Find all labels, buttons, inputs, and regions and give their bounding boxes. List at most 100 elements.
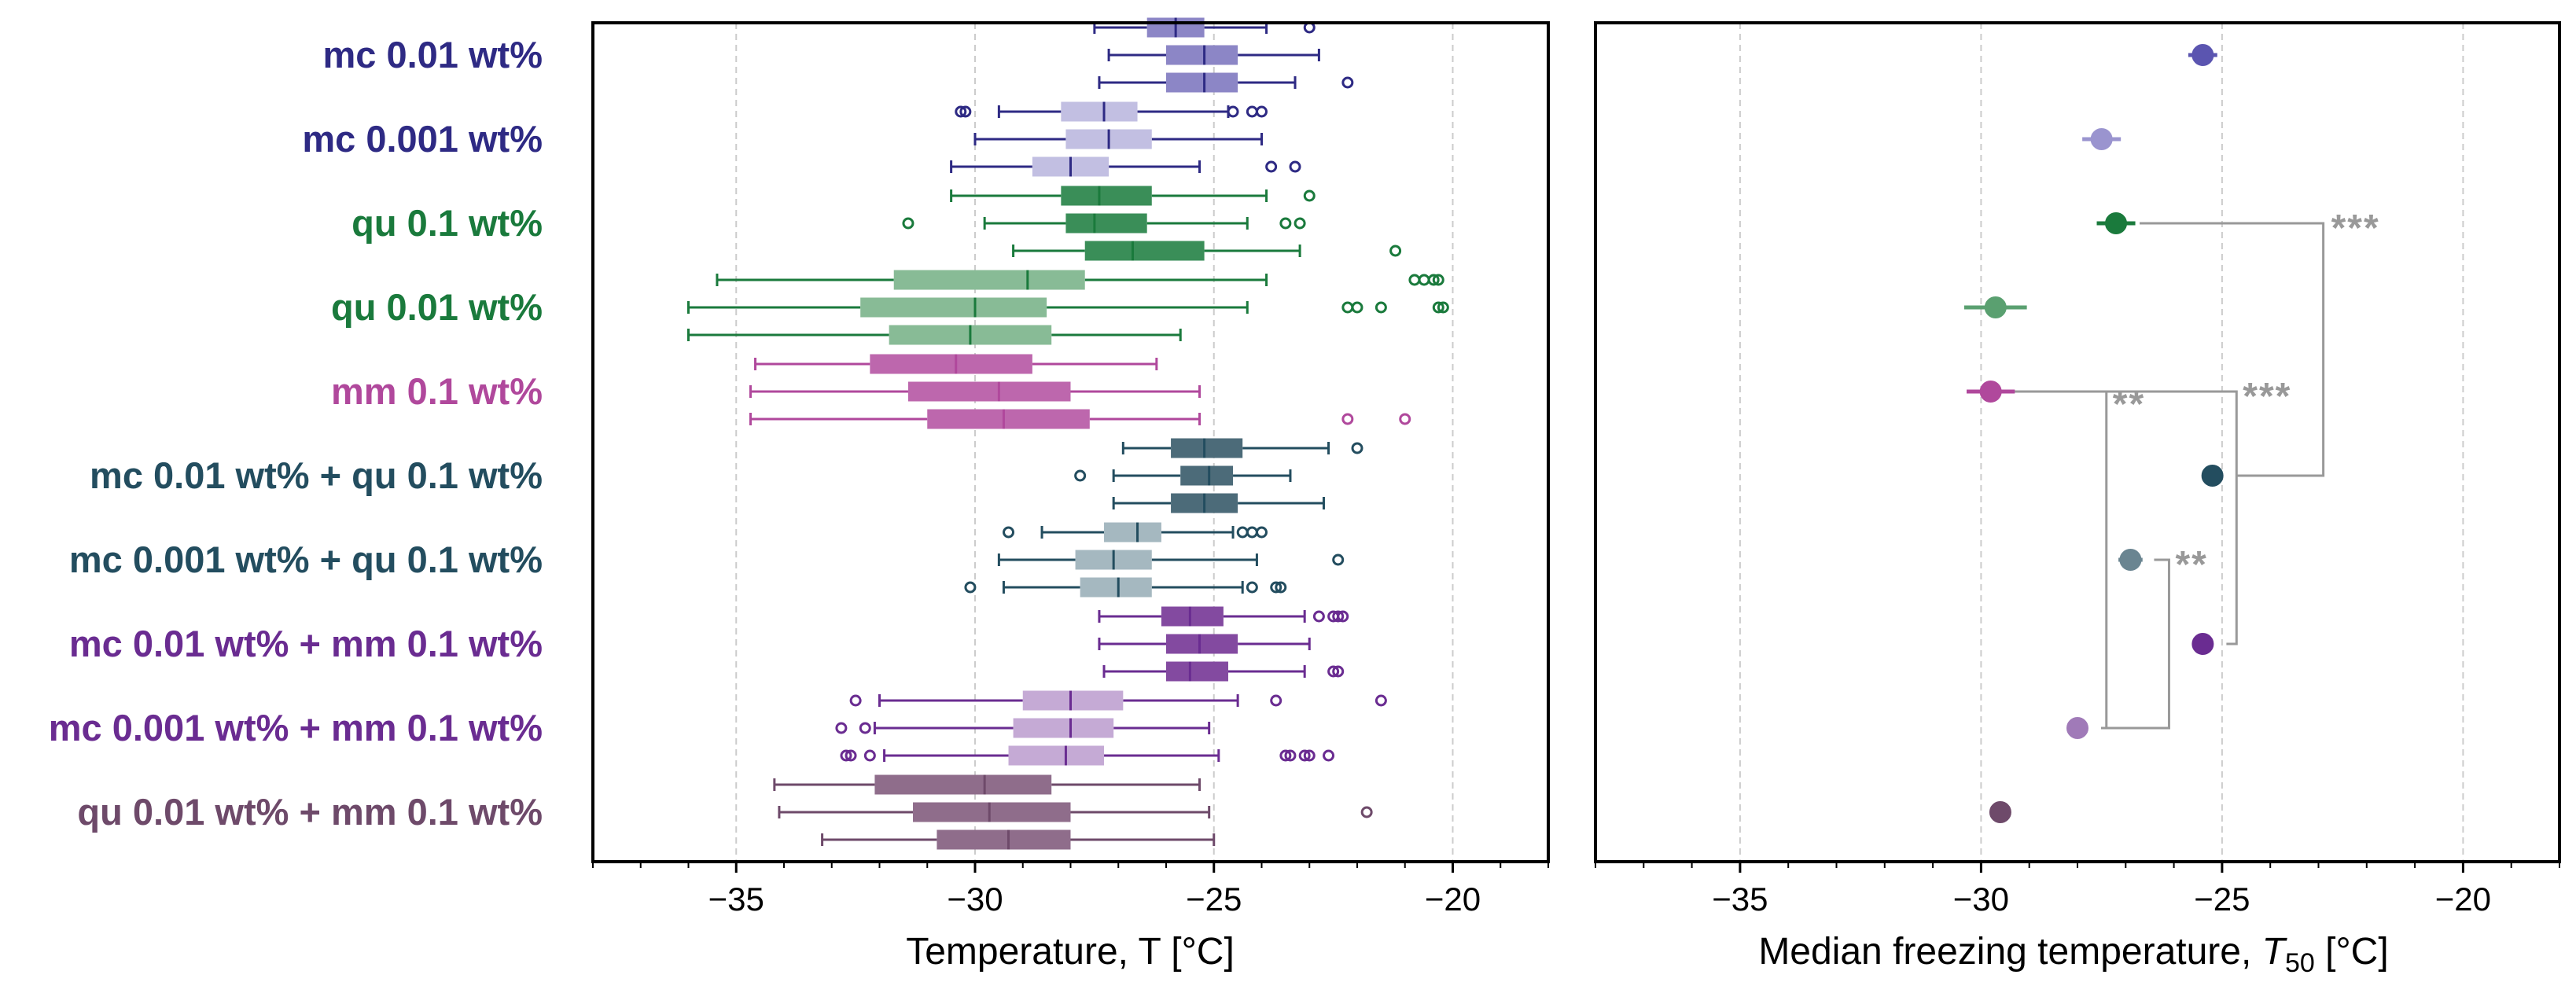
t50-point-group: [2118, 549, 2143, 571]
iqr-box: [874, 774, 1052, 795]
outlier-point: [1360, 806, 1373, 818]
boxplot-replicate: [1012, 241, 1402, 261]
outlier-point: [1389, 245, 1402, 257]
iqr-box: [1013, 718, 1114, 738]
boxplot-replicate: [1112, 493, 1325, 513]
t50-marker: [2090, 128, 2113, 150]
boxplot-replicate: [835, 718, 1211, 738]
outlier-point: [1289, 160, 1301, 173]
category-label: mc 0.001 wt% + mm 0.1 wt%: [49, 707, 543, 748]
boxplot-replicate: [1098, 606, 1349, 627]
iqr-box: [1008, 745, 1105, 766]
iqr-box: [927, 409, 1090, 429]
category-label: mc 0.01 wt% + mm 0.1 wt%: [69, 623, 543, 664]
t50-marker: [2191, 633, 2214, 655]
boxplot-replicate: [973, 129, 1263, 149]
boxplot-replicate: [821, 829, 1216, 850]
boxplot-tick-label: −35: [708, 881, 764, 918]
t50-tick-label: −35: [1712, 881, 1768, 918]
significance-bracket: [2140, 222, 2325, 477]
iqr-box: [1166, 661, 1228, 682]
boxplot-replicate: [950, 186, 1316, 206]
outlier-point: [959, 105, 972, 118]
iqr-box: [1161, 606, 1224, 627]
boxplot-replicate: [902, 213, 1306, 234]
outlier-point: [902, 217, 914, 230]
significance-label: **: [2175, 544, 2207, 586]
outlier-point: [1351, 442, 1363, 454]
t50-point-group: [1967, 381, 2015, 403]
boxplot-tick-label: −25: [1186, 881, 1242, 918]
significance-brackets: **********: [2014, 208, 2379, 730]
outlier-point: [1270, 694, 1282, 707]
outlier-point: [1427, 274, 1440, 286]
iqr-box: [870, 354, 1032, 374]
t50-x-axis-title-subscript: 50: [2285, 948, 2315, 978]
outlier-point: [1256, 105, 1268, 118]
category-label: mc 0.01 wt% + qu 0.1 wt%: [90, 454, 543, 496]
t50-x-axis-title-symbol: T: [2262, 931, 2288, 973]
outlier-point: [1332, 665, 1345, 678]
outlier-point: [1332, 554, 1345, 566]
t50-point-group: [2082, 128, 2122, 150]
category-label: qu 0.01 wt% + mm 0.1 wt%: [77, 791, 543, 833]
outlier-point: [1437, 301, 1449, 314]
iqr-box: [860, 297, 1047, 318]
t50-marker: [2201, 465, 2224, 487]
boxplot-replicate: [749, 409, 1411, 429]
category-label: mc 0.001 wt%: [302, 118, 543, 160]
outlier-point: [1399, 413, 1411, 425]
outlier-point: [1279, 749, 1292, 762]
outlier-point: [1323, 749, 1335, 762]
t50-marker: [1979, 381, 2002, 403]
t50-point-group: [1963, 296, 2027, 318]
significance-label: ***: [2243, 376, 2291, 417]
boxplot-replicate: [964, 577, 1287, 598]
boxplot-replicate: [1102, 661, 1345, 682]
outlier-point: [1341, 301, 1354, 314]
outlier-point: [1227, 105, 1239, 118]
t50-marker: [2191, 44, 2214, 66]
t50-marker: [2066, 717, 2088, 739]
boxplot-tick-label: −20: [1425, 881, 1481, 918]
boxplot-replicate: [950, 156, 1301, 177]
boxplot-replicate: [1121, 438, 1363, 458]
t50-point-group: [2191, 633, 2214, 655]
outlier-point: [1294, 217, 1306, 230]
outlier-point: [863, 749, 876, 762]
outlier-point: [1374, 694, 1387, 707]
boxplot-x-axis-title: Temperature, T [°C]: [906, 931, 1235, 973]
boxplot-replicate: [1074, 465, 1292, 486]
outlier-point: [1246, 105, 1258, 118]
outlier-point: [1341, 413, 1354, 425]
t50-point-group: [2188, 44, 2217, 66]
outlier-point: [955, 105, 967, 118]
iqr-box: [937, 829, 1071, 850]
outlier-point: [1279, 217, 1292, 230]
iqr-box: [1104, 522, 1161, 542]
boxplot-boxes: [687, 17, 1449, 850]
outlier-point: [1246, 581, 1258, 594]
category-label: mm 0.1 wt%: [331, 370, 543, 412]
outlier-point: [1270, 581, 1282, 594]
iqr-box: [1166, 634, 1238, 654]
outlier-point: [835, 722, 848, 734]
outlier-point: [1341, 76, 1354, 89]
boxplot-replicate: [997, 550, 1345, 570]
outlier-point: [1418, 274, 1430, 286]
significance-bracket: [2014, 390, 2238, 645]
boxplot-replicate: [1098, 634, 1311, 654]
t50-marker: [1984, 296, 2007, 318]
outlier-point: [1298, 749, 1311, 762]
category-label: qu 0.01 wt%: [331, 286, 543, 328]
iqr-box: [1084, 241, 1205, 261]
outlier-point: [859, 722, 871, 734]
iqr-box: [1022, 690, 1124, 711]
outlier-point: [1003, 526, 1015, 539]
iqr-box: [1061, 186, 1152, 206]
boxplot-replicate: [955, 101, 1268, 122]
outlier-point: [1074, 469, 1087, 482]
boxplot-replicate: [754, 354, 1158, 374]
t50-marker: [2119, 549, 2142, 571]
